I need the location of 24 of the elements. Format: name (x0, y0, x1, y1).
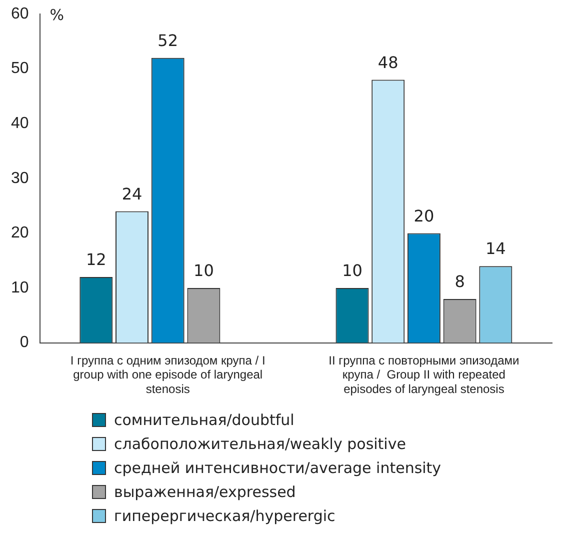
legend-label: слабоположительная/weakly positive (114, 435, 406, 453)
y-tick-label: 30 (11, 170, 29, 187)
data-label: 48 (378, 52, 398, 72)
y-tick-label: 20 (11, 224, 29, 242)
y-tick-label: 10 (11, 279, 29, 296)
data-label: 12 (86, 250, 106, 270)
legend-label: средней интенсивности/average intensity (114, 459, 442, 477)
legend-label: гиперергическая/hyperergic (114, 507, 336, 525)
data-label: 8 (454, 272, 465, 292)
y-tick-label: 0 (20, 334, 29, 352)
x-tick-label: II группа с повторными эпизодами крупа / Group II with repeated episodes of laryngeal stenosis (328, 353, 520, 396)
legend-label: выраженная/expressed (114, 483, 296, 501)
legend-label: сомнительная/doubtful (114, 411, 294, 429)
data-label: 14 (485, 239, 506, 258)
data-label: 24 (122, 184, 142, 204)
y-axis-title: % (50, 6, 64, 24)
y-tick-label: 60 (11, 5, 29, 22)
data-label: 52 (158, 30, 178, 50)
data-label: 10 (194, 261, 214, 280)
y-tick-label: 50 (11, 60, 29, 78)
data-label: 20 (414, 206, 434, 226)
x-tick-label: I группа с одним эпизодом крупа / I group with one episode of laryngeal stenosis (70, 353, 266, 396)
y-tick-label: 40 (11, 115, 29, 132)
data-label: 10 (342, 261, 362, 280)
